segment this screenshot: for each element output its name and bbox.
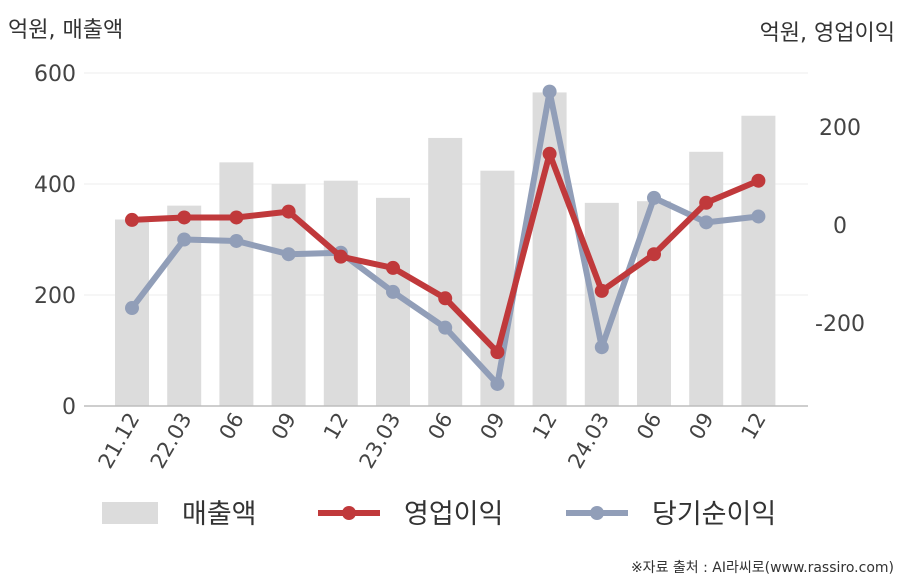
bar xyxy=(219,162,254,406)
data-point xyxy=(490,376,505,391)
left-tick-label: 200 xyxy=(34,284,76,309)
data-point xyxy=(751,209,766,224)
line-series xyxy=(125,84,766,391)
data-point xyxy=(177,210,192,225)
data-point xyxy=(751,173,766,188)
bar xyxy=(428,137,463,406)
x-tick-label: 06 xyxy=(423,409,457,444)
left-tick-label: 600 xyxy=(34,62,76,87)
data-point xyxy=(438,291,453,306)
data-point xyxy=(386,260,400,275)
data-point xyxy=(542,146,557,161)
x-tick-label: 12 xyxy=(319,409,353,444)
data-point xyxy=(490,345,505,360)
left-axis-unit-label: 억원, 매출액 xyxy=(8,18,123,43)
x-tick-label: 21.12 xyxy=(93,409,144,473)
data-point xyxy=(647,247,661,262)
data-point xyxy=(177,232,192,247)
data-point xyxy=(229,210,244,225)
bar xyxy=(741,115,776,407)
data-point xyxy=(594,283,609,298)
data-point xyxy=(281,247,296,262)
right-tick-label: -200 xyxy=(815,312,865,337)
data-point xyxy=(125,212,139,227)
x-tick-label: 09 xyxy=(476,409,510,444)
legend-swatch-marker xyxy=(590,506,604,520)
legend-swatch-bar xyxy=(102,502,158,524)
legend-swatch-marker xyxy=(342,506,356,520)
right-tick-label: 0 xyxy=(833,214,847,239)
left-tick-label: 400 xyxy=(34,173,76,198)
bar xyxy=(689,151,724,406)
x-tick-label: 06 xyxy=(632,409,666,444)
data-point xyxy=(438,320,453,335)
x-tick-label: 12 xyxy=(528,409,562,444)
data-point xyxy=(542,84,557,99)
legend: 매출액 영업이익 당기순이익 xyxy=(102,499,776,530)
data-point xyxy=(594,340,609,355)
data-point xyxy=(699,195,714,210)
right-axis-unit-label: 억원, 영업이익 xyxy=(760,21,895,46)
bar-series-revenue xyxy=(115,92,776,407)
data-point xyxy=(281,204,296,219)
data-point xyxy=(333,249,348,264)
data-point xyxy=(125,301,139,316)
legend-label: 매출액 xyxy=(182,499,257,530)
source-note: ※자료 출처 : AI라씨로(www.rassiro.com) xyxy=(631,560,894,576)
x-tick-label: 12 xyxy=(737,409,771,444)
x-tick-label: 09 xyxy=(267,409,301,444)
right-tick-label: 200 xyxy=(819,116,861,141)
data-point xyxy=(386,284,400,299)
data-point xyxy=(699,215,714,230)
x-tick-label: 22.03 xyxy=(146,409,197,473)
x-tick-label: 06 xyxy=(215,409,249,444)
x-tick-label: 09 xyxy=(684,409,718,444)
x-tick-label: 23.03 xyxy=(354,409,405,473)
legend-label: 당기순이익 xyxy=(652,499,776,530)
data-point xyxy=(229,233,244,248)
data-point xyxy=(647,190,661,205)
bar xyxy=(480,170,515,406)
left-tick-label: 0 xyxy=(62,395,76,420)
bar xyxy=(323,180,358,406)
legend-label: 영업이익 xyxy=(404,499,503,530)
x-tick-label: 24.03 xyxy=(563,409,614,473)
